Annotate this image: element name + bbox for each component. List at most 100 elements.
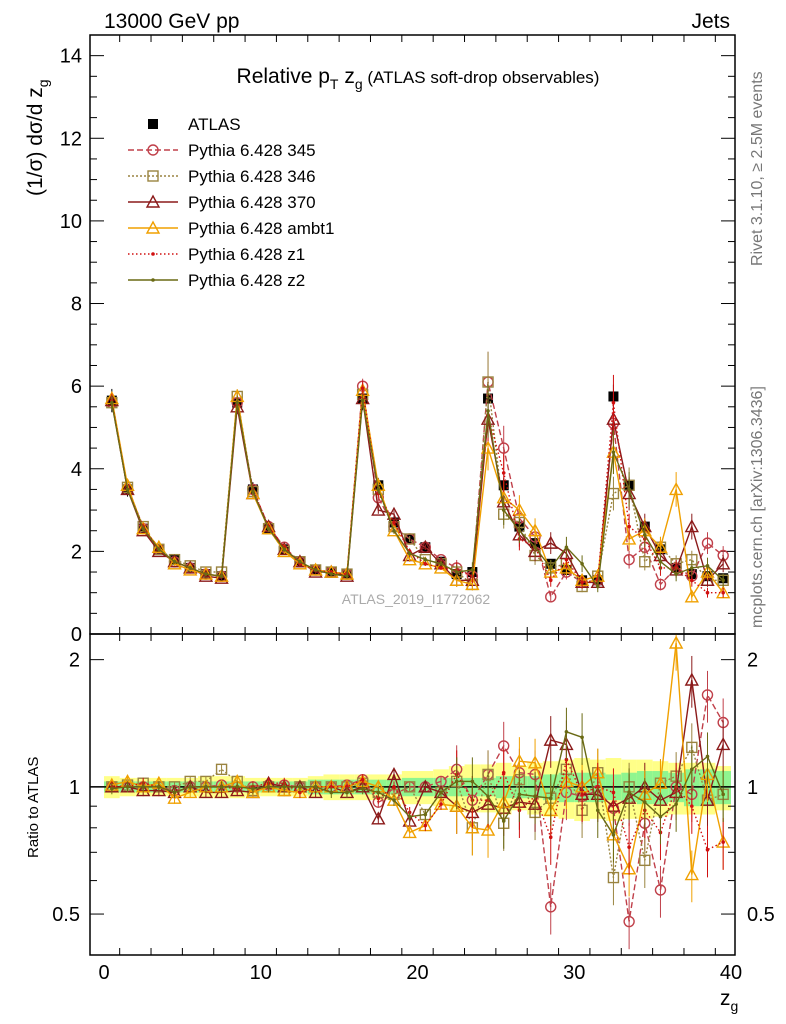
series-line (111, 400, 724, 589)
ratio-point (110, 786, 114, 791)
ytick-label: 6 (71, 376, 82, 398)
ratio-point (167, 790, 182, 804)
ratio-point (721, 792, 725, 797)
ytick-label: 12 (60, 128, 82, 150)
side-label-bottom: mcplots.cern.ch [arXiv:1306.3436] (749, 386, 766, 628)
ratio-point (654, 884, 667, 896)
ratio-point (543, 732, 558, 746)
ratio-point (690, 804, 694, 808)
ratio-point (533, 794, 537, 799)
data-point (465, 576, 480, 591)
ratio-point (564, 729, 569, 734)
data-point (654, 578, 667, 591)
legend-label: ATLAS (188, 115, 241, 134)
ratio-point (465, 820, 480, 834)
legend-label: Pythia 6.428 ambt1 (188, 219, 334, 238)
ratio-point (545, 901, 557, 913)
data-point (668, 481, 684, 496)
data-point (674, 572, 678, 576)
data-point (219, 574, 224, 578)
ratio-point (611, 833, 616, 837)
data-point (700, 564, 715, 578)
ratio-point (653, 775, 668, 789)
ratio-series-line (111, 730, 724, 837)
ratio-ytick-label: 0.5 (52, 904, 80, 926)
ytick-label: 8 (71, 294, 82, 316)
ratio-plot: 0.5 0.51 12 20 10 20 30 40 (52, 633, 775, 984)
data-point (204, 572, 208, 576)
data-point (266, 526, 271, 531)
ratio-point (470, 779, 475, 784)
ratio-point (517, 792, 522, 797)
data-point (639, 556, 651, 568)
ratio-point (360, 777, 365, 782)
xlabel: zg (720, 987, 738, 1014)
ratio-point (376, 796, 381, 801)
data-point (376, 487, 381, 492)
ratio-point (658, 814, 663, 819)
data-point (543, 535, 558, 549)
legend-label: Pythia 6.428 346 (188, 167, 316, 186)
data-point (690, 578, 694, 583)
data-point (120, 481, 135, 496)
data-point (371, 502, 386, 516)
data-point (721, 590, 725, 595)
ratio-series-line (111, 692, 724, 922)
plot-title: Relative pT zg (ATLAS soft-drop observab… (237, 65, 600, 92)
data-point (690, 566, 694, 570)
xlabel-sub: g (731, 998, 739, 1014)
ratio-point (627, 790, 631, 795)
data-point (188, 566, 193, 570)
series-z2 (110, 384, 725, 593)
legend-marker (151, 278, 155, 282)
header-right: Jets (691, 10, 730, 33)
data-point (345, 574, 349, 578)
ratio-point (439, 790, 443, 795)
ratio-point (527, 755, 543, 769)
data-point (151, 539, 167, 553)
ratio-point (298, 785, 302, 789)
xtick-label: 30 (563, 962, 585, 984)
data-point (700, 572, 715, 586)
ratio-point (188, 785, 193, 789)
data-point (527, 523, 543, 537)
legend: ATLAS Pythia 6.428 345 Pythia 6.428 346 Pyt… (128, 115, 334, 290)
legend-label: Pythia 6.428 z1 (188, 245, 305, 264)
data-point (172, 559, 177, 564)
legend-marker (145, 220, 161, 234)
data-point (721, 578, 725, 583)
ratio-ytick-label: 1 (69, 777, 80, 799)
data-point (423, 561, 428, 566)
ytick-label: 4 (71, 459, 82, 481)
ratio-point (329, 790, 334, 795)
ratio-point (151, 783, 167, 797)
data-point (701, 537, 714, 549)
legend-marker (147, 170, 159, 182)
ratio-point (235, 785, 240, 789)
data-point (449, 572, 464, 586)
data-point (439, 566, 443, 570)
series-line (111, 381, 724, 588)
xtick-label: 10 (250, 962, 272, 984)
ratio-point (251, 786, 255, 791)
ratio-point (183, 784, 198, 799)
ratio-point (501, 819, 506, 823)
ratio-point (674, 802, 678, 806)
data-point (653, 539, 668, 553)
ratio-point (684, 672, 699, 686)
ytick-label: 14 (60, 46, 82, 68)
ratio-point (386, 766, 402, 781)
data-point (235, 400, 240, 405)
ratio-series-z2 (110, 707, 725, 863)
ratio-point (642, 800, 647, 804)
data-point (261, 521, 276, 535)
data-point (684, 519, 699, 533)
data-point (627, 524, 631, 529)
data-point (392, 528, 396, 533)
data-point (548, 578, 553, 583)
legend-marker (147, 144, 159, 156)
data-point (157, 547, 161, 552)
ratio-point (449, 798, 464, 812)
legend-item-ATLAS: ATLAS (148, 115, 241, 134)
